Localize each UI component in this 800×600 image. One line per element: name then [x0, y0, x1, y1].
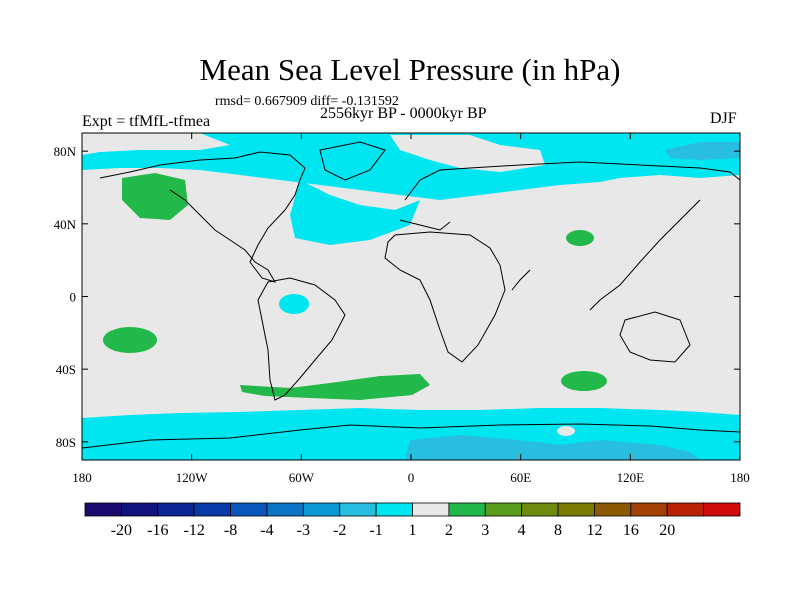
y-tick-label: 0: [70, 290, 77, 305]
colorbar-swatch: [412, 502, 450, 517]
colorbar-swatch: [666, 502, 705, 517]
y-tick-label: 80N: [54, 144, 77, 159]
colorbar-swatch: [630, 502, 668, 517]
colorbar-swatch: [230, 502, 268, 517]
y-tick-label: 40S: [56, 362, 76, 377]
colorbar-level-label: 2: [445, 522, 453, 539]
colorbar-swatch: [448, 502, 486, 517]
north-pacific-green-region: [122, 173, 188, 220]
experiment-line: Expt = tfMfL-tfmea: [82, 113, 211, 130]
season-label: DJF: [710, 110, 737, 127]
southern-grey-island: [557, 426, 575, 436]
arctic-grey-patch: [390, 135, 545, 172]
map-area: [81, 132, 741, 461]
south-pacific-green-region: [103, 327, 157, 353]
africa-coast: [384, 231, 506, 363]
x-tick-label: 60W: [289, 470, 315, 485]
colorbar-swatch: [521, 502, 559, 517]
europe-asia-coast: [399, 161, 741, 311]
colorbar-level-label: 16: [623, 522, 639, 539]
colorbar-swatch: [594, 502, 632, 517]
colorbar-level-label: 12: [586, 522, 602, 539]
colorbar-swatch: [339, 502, 377, 517]
colorbar-swatch: [703, 502, 741, 517]
colorbar-level-label: -16: [147, 522, 168, 539]
y-tick-label: 40N: [54, 217, 77, 232]
x-tick-label: 180: [72, 470, 92, 485]
north-atlantic-cyan-region: [290, 180, 420, 245]
colorbar-level-label: 3: [481, 522, 489, 539]
colorbar-level-label: -8: [224, 522, 237, 539]
colorbar-level-label: -20: [111, 522, 132, 539]
colorbar-swatch: [302, 502, 341, 517]
greenland-coast: [319, 141, 386, 181]
colorbar-swatch: [484, 502, 523, 517]
colorbar-swatch: [266, 502, 304, 517]
antarctica-coast: [81, 423, 741, 449]
colorbar: -20 -16 -12 -8 -4 -3 -2 -1 1 2 3 4 8 12 16 20: [84, 502, 741, 539]
arctic-cyan-region: [82, 133, 740, 200]
x-tick-label: 0: [408, 470, 415, 485]
x-tick-label: 180: [730, 470, 750, 485]
colorbar-level-label: 1: [409, 522, 417, 539]
colorbar-swatch: [375, 502, 413, 517]
period-line: 2556kyr BP - 0000kyr BP: [320, 105, 487, 122]
arctic-blue-patch: [665, 142, 740, 160]
colorbar-swatch: [84, 502, 122, 517]
y-tick-label: 80S: [56, 435, 76, 450]
arctic-grey-patch-2: [82, 133, 230, 155]
central-asia-green-region: [566, 230, 594, 246]
indian-ocean-green-region: [561, 371, 607, 391]
colorbar-level-label: -1: [369, 522, 382, 539]
x-tick-label: 120E: [617, 470, 645, 485]
x-tick-label: 60E: [510, 470, 531, 485]
colorbar-swatch: [157, 502, 195, 517]
colorbar-level-label: 4: [518, 522, 526, 539]
antarctic-blue-region: [405, 435, 700, 460]
x-tick-label: 120W: [176, 470, 209, 485]
south-america-cyan-patch: [279, 294, 309, 314]
coastlines: [81, 141, 741, 449]
south-america-coast: [257, 277, 346, 401]
colorbar-level-label: -2: [333, 522, 346, 539]
north-america-coast: [99, 151, 306, 283]
colorbar-level-label: -4: [260, 522, 273, 539]
colorbar-level-label: -3: [297, 522, 310, 539]
stats-line: rmsd= 0.667909 diff= -0.131592: [215, 94, 399, 109]
chart-title: Mean Sea Level Pressure (in hPa): [199, 52, 621, 87]
australia-coast: [619, 311, 691, 363]
south-atlantic-green-region: [240, 374, 430, 400]
axes: 180 120W 60W 0 60E 120E 180 80N 40N 0 40S 80S: [54, 133, 750, 485]
colorbar-swatch: [193, 502, 231, 517]
colorbar-level-label: -12: [184, 522, 205, 539]
colorbar-level-label: 20: [659, 522, 675, 539]
colorbar-swatch: [120, 502, 159, 517]
colorbar-level-label: 8: [554, 522, 562, 539]
colorbar-swatch: [557, 502, 595, 517]
